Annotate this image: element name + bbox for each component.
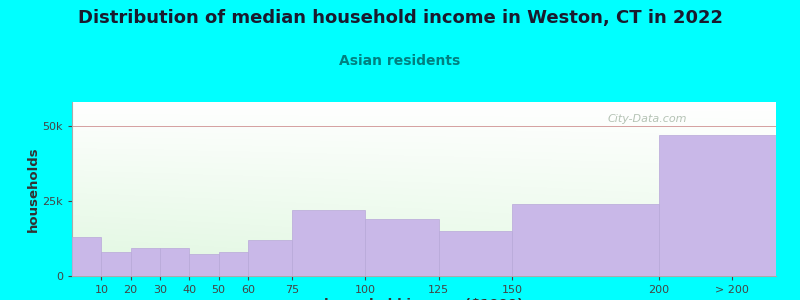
Bar: [438, 231, 512, 276]
Bar: [292, 210, 366, 276]
Bar: [248, 240, 292, 276]
Text: Distribution of median household income in Weston, CT in 2022: Distribution of median household income …: [78, 9, 722, 27]
X-axis label: household income ($1000): household income ($1000): [325, 298, 523, 300]
Bar: [366, 219, 438, 276]
Bar: [512, 204, 658, 276]
Bar: [130, 248, 160, 276]
Bar: [160, 248, 190, 276]
Bar: [102, 252, 130, 276]
Bar: [658, 135, 776, 276]
Y-axis label: households: households: [26, 146, 39, 232]
Bar: [72, 237, 102, 276]
Bar: [218, 252, 248, 276]
Text: City-Data.com: City-Data.com: [607, 114, 686, 124]
Text: Asian residents: Asian residents: [339, 54, 461, 68]
Bar: [190, 254, 218, 276]
